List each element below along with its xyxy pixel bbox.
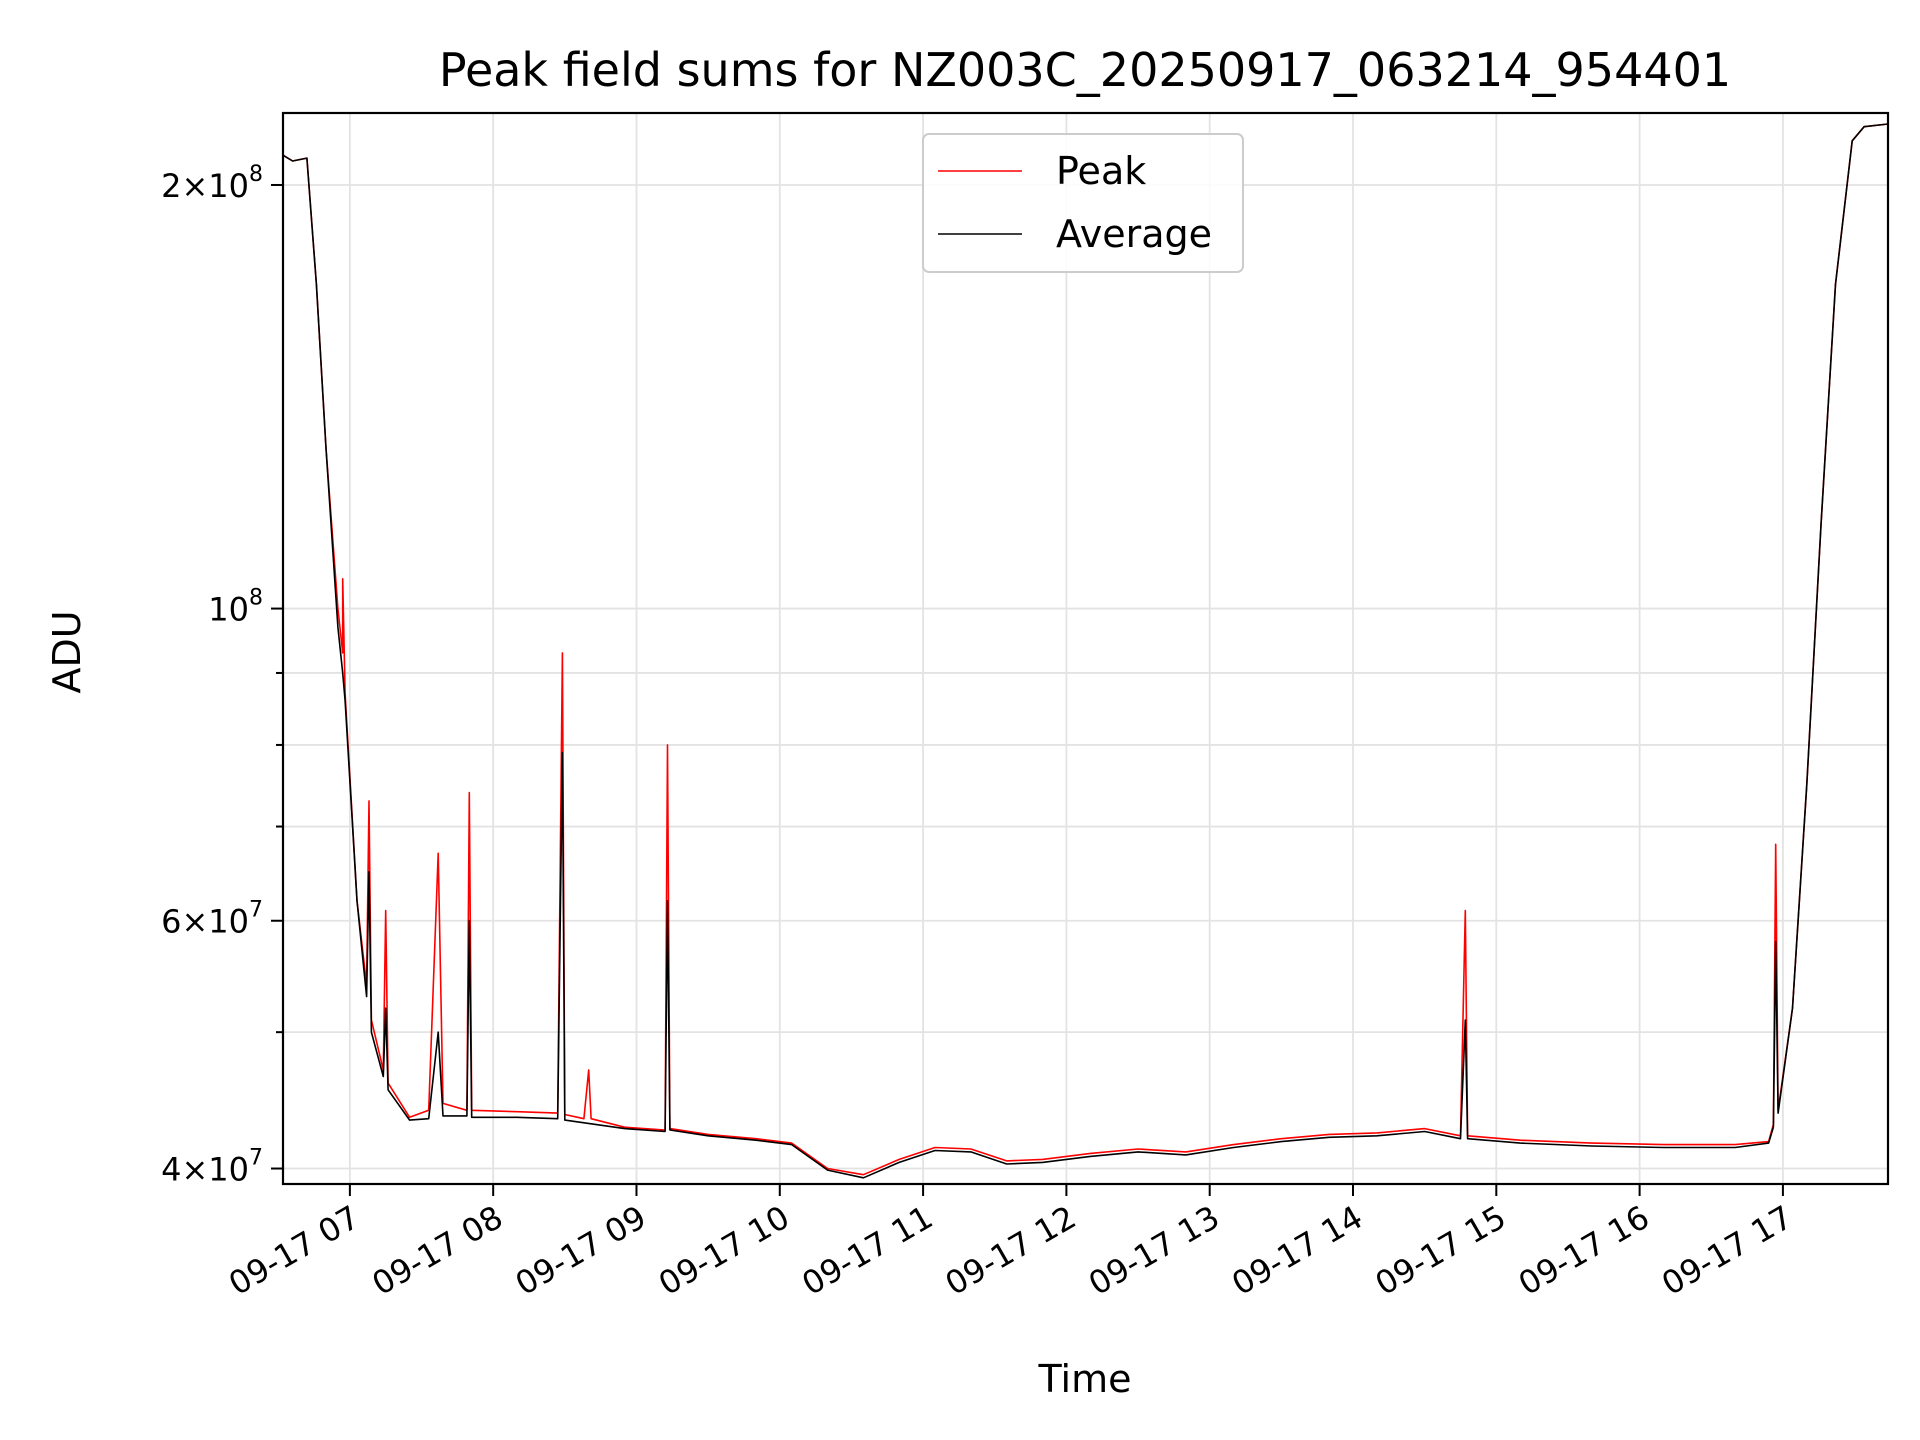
series-line-average	[282, 123, 1889, 1179]
x-tick-label: 09-17 10	[652, 1198, 796, 1303]
x-tick-label: 09-17 15	[1369, 1198, 1513, 1303]
chart-title: Peak field sums for NZ003C_20250917_0632…	[439, 43, 1731, 97]
x-tick-label: 09-17 16	[1512, 1198, 1656, 1303]
x-tick-label: 09-17 12	[939, 1198, 1083, 1303]
x-axis-label: Time	[1038, 1357, 1132, 1401]
series-layer	[282, 123, 1889, 1179]
plot-frame	[281, 111, 1890, 1186]
x-tick-label: 09-17 14	[1225, 1198, 1369, 1303]
x-tick-label: 09-17 13	[1082, 1198, 1226, 1303]
y-tick-label: 2×108	[161, 162, 263, 205]
y-tick-label: 4×107	[161, 1146, 263, 1189]
axis-ticks: 09-17 07 09-17 08 09-17 09 09-17 10 09-17 11…	[161, 162, 1799, 1303]
x-tick-label: 09-17 11	[795, 1198, 939, 1303]
x-tick-label: 09-17 17	[1655, 1198, 1799, 1303]
legend: Peak Average	[922, 133, 1244, 273]
series-line-peak	[282, 123, 1889, 1176]
legend-entry: Average	[1056, 212, 1212, 256]
legend-entry: Peak	[1056, 149, 1146, 193]
x-tick-label: 09-17 08	[366, 1198, 510, 1303]
legend-box	[922, 133, 1244, 273]
x-tick-label: 09-17 07	[222, 1198, 366, 1303]
y-tick-label: 6×107	[161, 898, 263, 941]
grid	[283, 113, 1888, 1184]
y-tick-label: 108	[208, 586, 263, 629]
x-tick-label: 09-17 09	[509, 1198, 653, 1303]
y-axis-label: ADU	[45, 610, 89, 693]
